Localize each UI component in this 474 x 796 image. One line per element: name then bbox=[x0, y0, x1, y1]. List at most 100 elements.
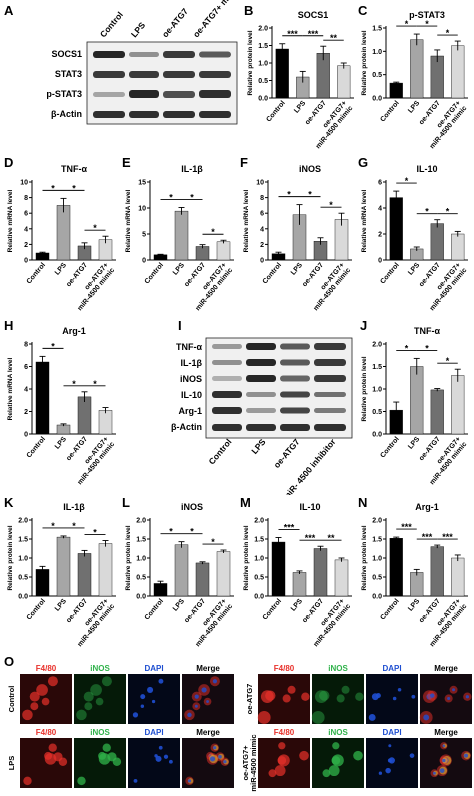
significance-label: * bbox=[211, 227, 215, 237]
y-tick-label: 0.5 bbox=[372, 72, 382, 79]
significance-label: * bbox=[93, 528, 97, 538]
significance-label: * bbox=[287, 190, 291, 200]
y-axis-label: Relative mRNA level bbox=[7, 357, 14, 420]
y-tick-label: 8 bbox=[24, 195, 28, 202]
cell bbox=[133, 779, 138, 783]
fluoro-channel-header: DAPI bbox=[144, 728, 163, 737]
band bbox=[93, 51, 125, 58]
cell-nucleus bbox=[452, 688, 456, 692]
significance-label: * bbox=[308, 190, 312, 200]
band bbox=[314, 392, 346, 397]
band bbox=[212, 344, 242, 349]
bar bbox=[430, 223, 444, 261]
x-tick-label: Control bbox=[379, 262, 400, 286]
bar bbox=[56, 536, 71, 597]
y-tick-label: 10 bbox=[256, 180, 264, 187]
significance-label: * bbox=[211, 537, 215, 547]
cell bbox=[411, 694, 416, 699]
bar bbox=[35, 569, 50, 597]
y-tick-label: 0 bbox=[24, 432, 28, 439]
significance-label: ** bbox=[330, 33, 338, 43]
y-axis-label: Relative protein level bbox=[361, 30, 368, 95]
bar bbox=[451, 375, 465, 435]
bar bbox=[313, 548, 328, 597]
cell bbox=[397, 688, 402, 692]
significance-label: * bbox=[446, 28, 450, 38]
x-tick-label: Control bbox=[379, 100, 400, 124]
y-tick-label: 15 bbox=[138, 180, 146, 187]
bar bbox=[174, 210, 189, 261]
western-blot-a: Control LPS oe-ATG7 oe-ATG7+ miR-4500 mi… bbox=[46, 0, 240, 125]
cell bbox=[132, 712, 139, 718]
chart-f-inos-mrna: iNOS Relative mRNA level 0 2 4 6 8 10 Control LPS… bbox=[243, 164, 352, 312]
y-tick-label: 1.0 bbox=[136, 556, 146, 563]
y-axis-label: Relative mRNA level bbox=[125, 189, 132, 252]
panel-letter-m: M bbox=[240, 495, 251, 510]
band bbox=[163, 51, 195, 58]
chart-j-tnf-protein: TNF-α Relative protein level 0.0 0.5 1.0 1.5 2… bbox=[361, 326, 468, 486]
bar bbox=[430, 55, 444, 99]
y-tick-label: 1.0 bbox=[372, 387, 382, 394]
cell bbox=[265, 690, 276, 701]
band bbox=[199, 71, 231, 78]
significance-label: * bbox=[425, 19, 429, 29]
significance-label: * bbox=[446, 356, 450, 366]
bar bbox=[77, 553, 92, 597]
y-tick-label: 0.0 bbox=[372, 96, 382, 103]
cell-nucleus bbox=[187, 779, 192, 783]
bar bbox=[216, 551, 231, 597]
chart-c-pstat3: p-STAT3 Relative protein level 0.0 0.5 1.0 1.… bbox=[361, 10, 468, 150]
cell bbox=[48, 743, 57, 752]
band bbox=[280, 424, 310, 431]
blot-i-column-labels: Control LPS oe-ATG7 oe-ATG7+miR- 4500 in… bbox=[206, 436, 338, 495]
fluoro-channel-header: iNOS bbox=[90, 728, 110, 737]
cell bbox=[375, 693, 381, 699]
blot-i-row-arg1: Arg-1 bbox=[178, 406, 202, 416]
cell bbox=[84, 702, 93, 711]
band bbox=[212, 424, 242, 431]
blot-i-bands bbox=[212, 343, 346, 431]
bar bbox=[430, 389, 444, 435]
band bbox=[199, 90, 231, 98]
fluoro-channel-header: Merge bbox=[196, 728, 220, 737]
significance-label: * bbox=[51, 521, 55, 531]
cell-nucleus bbox=[464, 753, 469, 758]
cell-nucleus bbox=[206, 700, 209, 703]
significance-label: * bbox=[51, 183, 55, 193]
cell bbox=[328, 765, 340, 777]
bar bbox=[56, 205, 71, 261]
bar bbox=[292, 572, 307, 597]
panel-letter-i: I bbox=[178, 318, 182, 333]
band bbox=[93, 92, 125, 97]
y-tick-label: 0.0 bbox=[254, 594, 264, 601]
significance-label: * bbox=[329, 200, 333, 210]
y-tick-label: 0.5 bbox=[372, 575, 382, 582]
x-tick-label: LPS bbox=[172, 598, 186, 613]
cell bbox=[257, 711, 271, 724]
bar bbox=[451, 45, 465, 99]
bar bbox=[451, 233, 465, 261]
y-axis-label: Relative protein level bbox=[247, 30, 254, 95]
y-tick-label: 0.5 bbox=[136, 575, 146, 582]
y-tick-label: 1.5 bbox=[258, 43, 268, 50]
significance-label: *** bbox=[422, 532, 433, 542]
band bbox=[280, 359, 310, 366]
significance-label: * bbox=[425, 207, 429, 217]
blot-a-col-mimic-label: oe-ATG7+ miR-4500 mimic bbox=[191, 0, 240, 39]
y-axis-label: Relative protein level bbox=[243, 525, 250, 590]
y-tick-label: 2.0 bbox=[254, 518, 264, 525]
y-tick-label: 6 bbox=[24, 364, 28, 371]
cell bbox=[101, 676, 112, 687]
immunofluorescence-panel: F4/80 iNOS DAPI Merge Control F4/80 iNOS DAPI Me… bbox=[7, 664, 472, 792]
blot-a-bands bbox=[93, 51, 231, 118]
y-tick-label: 6 bbox=[378, 180, 382, 187]
band bbox=[246, 359, 276, 366]
bar bbox=[389, 197, 403, 261]
y-tick-label: 0.5 bbox=[258, 78, 268, 85]
x-tick-label: LPS bbox=[172, 262, 186, 277]
x-tick-label: Control bbox=[144, 598, 165, 622]
significance-label: * bbox=[190, 192, 194, 202]
x-tick-label: LPS bbox=[407, 100, 421, 115]
x-tick-label: LPS bbox=[290, 598, 304, 613]
cell bbox=[378, 771, 383, 775]
